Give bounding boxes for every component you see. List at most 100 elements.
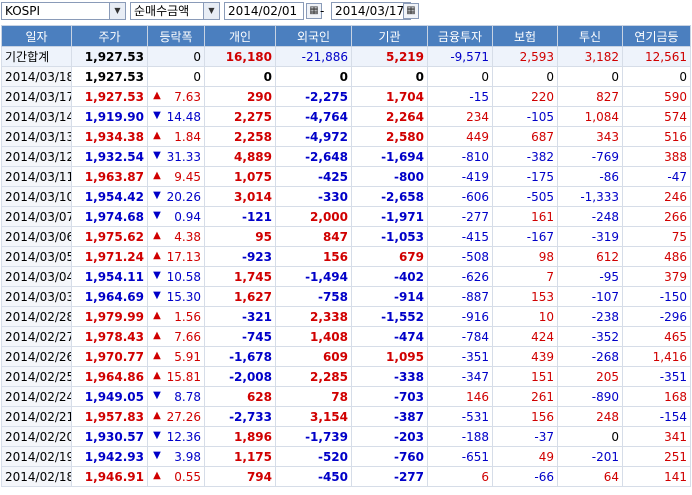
financial-investment-cell: 0 <box>427 66 493 87</box>
price-cell: 1,927.53 <box>71 66 148 87</box>
change-value: 7.66 <box>174 329 201 344</box>
price-cell: 1,975.62 <box>71 226 148 247</box>
investment-trust-cell: -319 <box>557 226 623 247</box>
financial-investment-cell: 6 <box>427 466 493 487</box>
table-row[interactable]: 2014/03/07 1,974.68 ▼ 0.94 -121 2,000 -1,971 -2… <box>1 206 691 227</box>
investment-trust-cell: -769 <box>557 146 623 167</box>
change-cell: ▲ 9.45 <box>147 166 205 187</box>
down-arrow-icon: ▼ <box>153 209 161 221</box>
institution-cell: -703 <box>351 386 428 407</box>
individual-cell: 4,889 <box>204 146 276 167</box>
pension-cell: 486 <box>622 246 691 267</box>
column-header[interactable]: 등락폭 <box>147 25 205 47</box>
end-date-input[interactable]: 2014/03/17 <box>331 2 411 20</box>
date-cell: 2014/03/03 <box>1 286 72 307</box>
table-row[interactable]: 2014/03/18 1,927.53 0 0 0 0 0 0 0 0 <box>1 66 691 87</box>
chevron-down-icon[interactable]: ▼ <box>109 3 125 19</box>
column-header[interactable]: 개인 <box>204 25 276 47</box>
column-header[interactable]: 기관 <box>351 25 428 47</box>
table-row[interactable]: 2014/03/03 1,964.69 ▼ 15.30 1,627 -758 -914 -88… <box>1 286 691 307</box>
table-row[interactable]: 2014/03/06 1,975.62 ▲ 4.38 95 847 -1,053 -415 -1… <box>1 226 691 247</box>
table-row[interactable]: 2014/03/17 1,927.53 ▲ 7.63 290 -2,275 1,704 -15… <box>1 86 691 107</box>
table-row[interactable]: 2014/02/24 1,949.05 ▼ 8.78 628 78 -703 146 261 -8… <box>1 386 691 407</box>
column-header[interactable]: 투신 <box>557 25 623 47</box>
column-header[interactable]: 주가 <box>71 25 148 47</box>
pension-cell: 12,561 <box>622 46 691 67</box>
pension-cell: 251 <box>622 446 691 467</box>
change-value: 10.58 <box>166 269 201 284</box>
foreign-cell: -425 <box>275 166 352 187</box>
change-value: 8.78 <box>174 389 201 404</box>
pension-cell: 388 <box>622 146 691 167</box>
market-select[interactable]: KOSPI ▼ <box>1 2 126 20</box>
individual-cell: 3,014 <box>204 186 276 207</box>
institution-cell: -203 <box>351 426 428 447</box>
pension-cell: 379 <box>622 266 691 287</box>
price-cell: 1,919.90 <box>71 106 148 127</box>
table-row[interactable]: 2014/03/04 1,954.11 ▼ 10.58 1,745 -1,494 -402-… <box>1 266 691 287</box>
price-cell: 1,979.99 <box>71 306 148 327</box>
individual-cell: -321 <box>204 306 276 327</box>
financial-investment-cell: -508 <box>427 246 493 267</box>
table-row[interactable]: 2014/02/25 1,964.86 ▲ 15.81 -2,008 2,285 -338-… <box>1 366 691 387</box>
change-value: 14.48 <box>166 109 201 124</box>
table-row[interactable]: 2014/02/21 1,957.83 ▲ 27.26 -2,733 3,154 -387-… <box>1 406 691 427</box>
financial-investment-cell: -15 <box>427 86 493 107</box>
start-date-input[interactable]: 2014/02/01 <box>224 2 304 20</box>
table-row[interactable]: 2014/02/20 1,930.57 ▼ 12.36 1,896 -1,739 -203-… <box>1 426 691 447</box>
foreign-cell: 609 <box>275 346 352 367</box>
table-row[interactable]: 2014/02/18 1,946.91 ▲ 0.55 794 -450 -277 6 -66 64… <box>1 466 691 487</box>
change-cell: ▲ 7.63 <box>147 86 205 107</box>
change-cell: ▼ 3.98 <box>147 446 205 467</box>
down-arrow-icon: ▼ <box>153 449 161 461</box>
insurance-cell: -37 <box>492 426 558 447</box>
price-cell: 1,946.91 <box>71 466 148 487</box>
change-value: 1.84 <box>174 129 201 144</box>
insurance-cell: 2,593 <box>492 46 558 67</box>
investment-trust-cell: 3,182 <box>557 46 623 67</box>
financial-investment-cell: -606 <box>427 186 493 207</box>
metric-select[interactable]: 순매수금액 ▼ <box>130 2 220 20</box>
insurance-cell: 7 <box>492 266 558 287</box>
table-row[interactable]: 2014/02/26 1,970.77 ▲ 5.91 -1,678 609 1,095 -35… <box>1 346 691 367</box>
up-arrow-icon: ▲ <box>153 229 161 241</box>
table-row[interactable]: 2014/02/19 1,942.93 ▼ 3.98 1,175 -520 -760 -651… <box>1 446 691 467</box>
foreign-cell: -1,494 <box>275 266 352 287</box>
column-header[interactable]: 보험 <box>492 25 558 47</box>
price-cell: 1,964.86 <box>71 366 148 387</box>
price-cell: 1,963.87 <box>71 166 148 187</box>
change-cell: ▲ 7.66 <box>147 326 205 347</box>
column-header[interactable]: 외국인 <box>275 25 352 47</box>
change-value: 27.26 <box>166 409 201 424</box>
pension-cell: -296 <box>622 306 691 327</box>
calendar-icon[interactable]: ▦ <box>306 3 322 19</box>
table-row[interactable]: 2014/03/14 1,919.90 ▼ 14.48 2,275 -4,764 2,264… <box>1 106 691 127</box>
table-row[interactable]: 2014/02/27 1,978.43 ▲ 7.66 -745 1,408 -474 -784… <box>1 326 691 347</box>
foreign-cell: 3,154 <box>275 406 352 427</box>
column-header[interactable]: 금융투자 <box>427 25 493 47</box>
table-row[interactable]: 2014/02/28 1,979.99 ▲ 1.56 -321 2,338 -1,552 -9… <box>1 306 691 327</box>
insurance-cell: 424 <box>492 326 558 347</box>
table-row[interactable]: 2014/03/12 1,932.54 ▼ 31.33 4,889 -2,648 -1,69… <box>1 146 691 167</box>
table-row[interactable]: 2014/03/10 1,954.42 ▼ 20.26 3,014 -330 -2,658-… <box>1 186 691 207</box>
foreign-cell: -4,764 <box>275 106 352 127</box>
summary-row[interactable]: 기간합계 1,927.53 0 16,180 -21,886 5,219 -9,571 2,5… <box>1 46 691 67</box>
table-row[interactable]: 2014/03/13 1,934.38 ▲ 1.84 2,258 -4,972 2,580 4… <box>1 126 691 147</box>
insurance-cell: 161 <box>492 206 558 227</box>
column-header[interactable]: 연기금등 <box>622 25 691 47</box>
institution-cell: -760 <box>351 446 428 467</box>
table-row[interactable]: 2014/03/05 1,971.24 ▲ 17.13 -923 156 679 -508 98… <box>1 246 691 267</box>
chevron-down-icon[interactable]: ▼ <box>203 3 219 19</box>
column-header[interactable]: 일자 <box>1 25 72 47</box>
calendar-icon[interactable]: ▦ <box>403 3 419 19</box>
up-arrow-icon: ▲ <box>153 89 161 101</box>
table-row[interactable]: 2014/03/11 1,963.87 ▲ 9.45 1,075 -425 -800 -419… <box>1 166 691 187</box>
financial-investment-cell: -277 <box>427 206 493 227</box>
foreign-cell: 2,338 <box>275 306 352 327</box>
institution-cell: -474 <box>351 326 428 347</box>
change-value: 4.38 <box>174 229 201 244</box>
institution-cell: 5,219 <box>351 46 428 67</box>
price-cell: 1,934.38 <box>71 126 148 147</box>
foreign-cell: -1,739 <box>275 426 352 447</box>
change-cell: ▼ 12.36 <box>147 426 205 447</box>
